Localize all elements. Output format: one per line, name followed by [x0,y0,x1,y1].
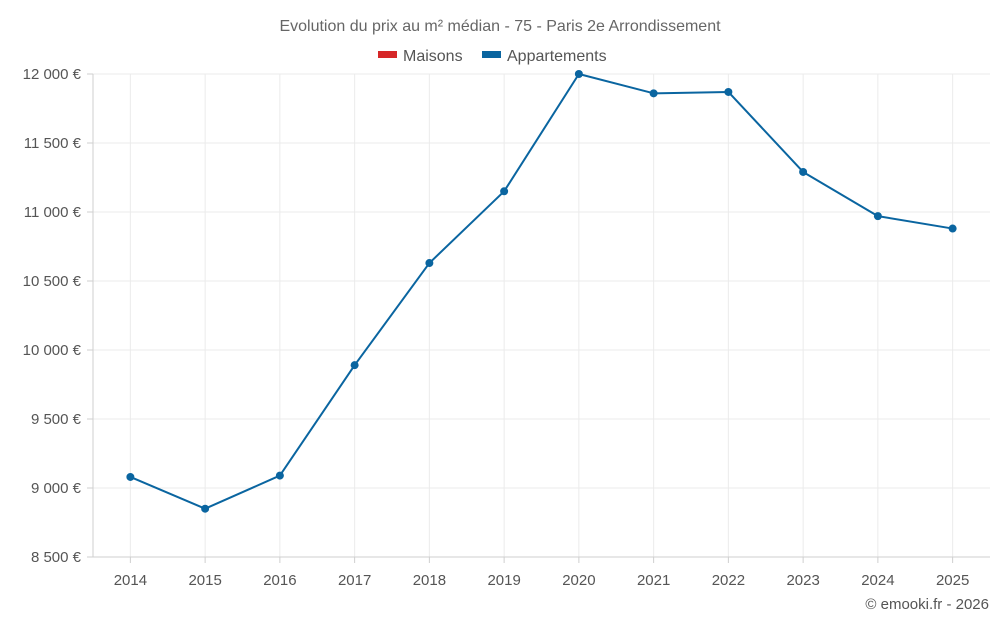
legend-swatch-maisons [378,51,397,58]
x-tick-label: 2016 [263,572,296,589]
y-tick-label: 11 500 € [24,135,82,152]
x-tick-label: 2017 [338,572,371,589]
grid [93,73,990,557]
y-tick-label: 8 500 € [31,549,82,566]
legend[interactable]: Maisons Appartements [378,48,607,65]
x-tick-label: 2022 [712,572,745,589]
data-point-appartements-2020[interactable] [574,70,583,78]
data-point-appartements-2015[interactable] [201,504,210,513]
data-point-appartements-2017[interactable] [350,361,359,370]
y-tick-label: 9 500 € [31,411,82,428]
data-point-appartements-2023[interactable] [799,167,808,176]
series-line-appartements [129,73,953,510]
data-point-appartements-2019[interactable] [500,187,509,196]
data-point-appartements-2022[interactable] [724,87,733,96]
axes: 8 500 € 9 000 € 9 500 € 10 000 € 10 500 € 11 … [23,66,990,589]
legend-label-appartements: Appartements [507,48,607,65]
legend-item-appartements[interactable]: Appartements [482,48,607,65]
legend-label-maisons: Maisons [403,48,463,65]
y-tick-label: 10 000 € [23,342,82,359]
series-layer [126,70,957,513]
x-tick-label: 2020 [562,572,595,589]
x-tick-label: 2015 [188,572,221,589]
data-point-appartements-2025[interactable] [948,224,957,233]
data-point-appartements-2024[interactable] [873,212,882,221]
data-point-appartements-2014[interactable] [126,472,135,481]
y-tick-label: 9 000 € [31,480,82,497]
x-tick-label: 2021 [637,572,670,589]
y-tick-label: 10 500 € [23,273,82,290]
x-tick-label: 2019 [487,572,520,589]
data-point-appartements-2018[interactable] [425,259,434,268]
x-tick-label: 2024 [861,572,894,589]
x-tick-label: 2025 [936,572,969,589]
data-point-appartements-2021[interactable] [649,89,658,98]
x-tick-label: 2014 [114,572,147,589]
legend-swatch-appartements [482,51,501,58]
data-point-appartements-2016[interactable] [275,471,284,480]
y-tick-label: 12 000 € [23,66,82,83]
y-tick-label: 11 000 € [24,204,82,221]
chart-title: Evolution du prix au m² médian - 75 - Pa… [279,18,721,35]
x-tick-label: 2023 [786,572,819,589]
x-tick-label: 2018 [413,572,446,589]
legend-item-maisons[interactable]: Maisons [378,48,463,65]
credit-text: © emooki.fr - 2026 [865,596,989,613]
